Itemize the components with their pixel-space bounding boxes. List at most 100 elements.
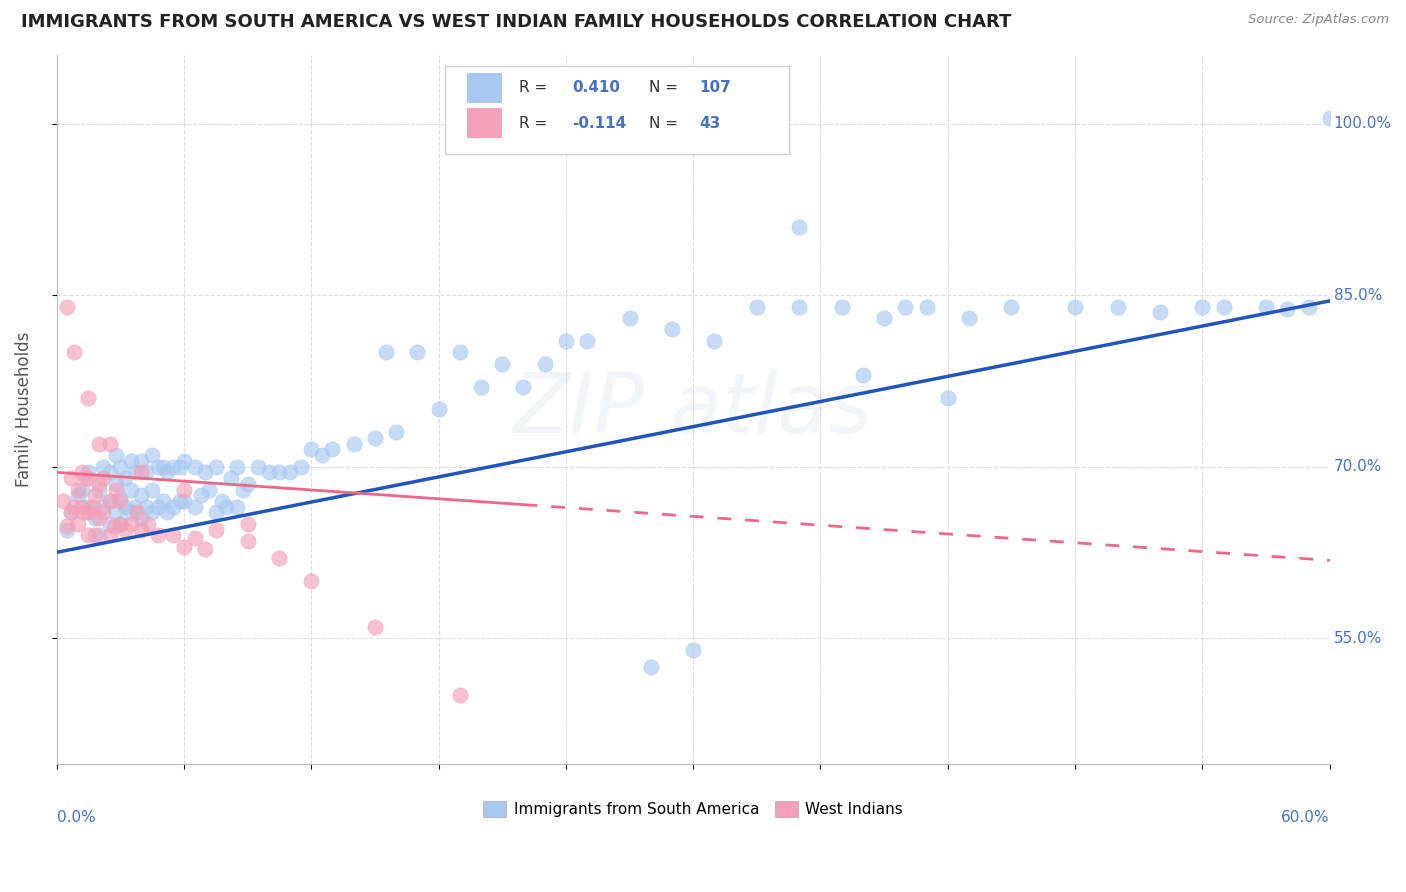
Point [83, 511, 105, 525]
Point [226, 459, 249, 474]
Text: 55.0%: 55.0% [1333, 631, 1382, 646]
Point [1319, 111, 1341, 125]
Y-axis label: Family Households: Family Households [15, 332, 32, 487]
Point [162, 500, 184, 514]
Point [87, 511, 110, 525]
Point [385, 425, 408, 440]
Point [183, 459, 205, 474]
Point [110, 516, 132, 531]
Point [364, 431, 387, 445]
Point [75, 471, 97, 485]
Point [554, 334, 576, 348]
Point [299, 442, 322, 457]
Point [83, 488, 105, 502]
Text: R =: R = [519, 80, 547, 95]
Point [141, 483, 163, 497]
Point [194, 541, 217, 556]
Point [787, 219, 810, 234]
Point [127, 505, 149, 519]
Text: 43: 43 [700, 116, 721, 130]
Point [873, 311, 896, 326]
Point [77, 391, 100, 405]
Point [661, 322, 683, 336]
Point [512, 379, 534, 393]
Point [98, 437, 121, 451]
Point [98, 494, 121, 508]
Point [183, 531, 205, 545]
Point [1064, 300, 1087, 314]
Point [406, 345, 429, 359]
Point [105, 448, 128, 462]
Point [1191, 300, 1213, 314]
Point [269, 551, 291, 566]
Point [60, 505, 83, 519]
Point [957, 311, 980, 326]
Point [745, 300, 768, 314]
Text: Source: ZipAtlas.com: Source: ZipAtlas.com [1249, 13, 1389, 27]
Point [98, 516, 121, 531]
Point [70, 483, 93, 497]
Point [131, 511, 153, 525]
Point [183, 500, 205, 514]
Point [110, 494, 132, 508]
Point [98, 466, 121, 480]
Point [236, 516, 259, 531]
Point [1298, 300, 1320, 314]
Point [152, 459, 174, 474]
Point [56, 300, 79, 314]
Text: N =: N = [648, 80, 678, 95]
Point [236, 533, 259, 548]
FancyBboxPatch shape [467, 108, 502, 138]
Point [533, 357, 555, 371]
Point [169, 459, 191, 474]
Point [87, 483, 110, 497]
Point [120, 505, 142, 519]
Point [204, 459, 226, 474]
Point [66, 483, 89, 497]
Point [70, 500, 93, 514]
Point [62, 345, 84, 359]
Point [136, 516, 159, 531]
Point [82, 500, 104, 514]
Point [62, 500, 84, 514]
Point [269, 466, 291, 480]
Point [576, 334, 599, 348]
Point [110, 491, 132, 505]
Point [364, 620, 387, 634]
Point [1107, 300, 1129, 314]
Point [449, 688, 471, 702]
Point [152, 494, 174, 508]
Text: 0.410: 0.410 [572, 80, 620, 95]
Point [682, 642, 704, 657]
Point [131, 523, 153, 537]
Point [215, 500, 238, 514]
Point [703, 334, 725, 348]
Text: 60.0%: 60.0% [1281, 810, 1330, 825]
Point [198, 483, 221, 497]
Point [236, 476, 259, 491]
Point [105, 476, 128, 491]
Point [156, 466, 179, 480]
Point [83, 528, 105, 542]
Point [135, 500, 157, 514]
Point [787, 300, 810, 314]
Point [103, 519, 125, 533]
Point [374, 345, 396, 359]
Point [135, 466, 157, 480]
Point [120, 516, 142, 531]
FancyBboxPatch shape [444, 66, 789, 154]
Point [219, 471, 242, 485]
Point [60, 505, 83, 519]
Point [915, 300, 938, 314]
Point [156, 505, 179, 519]
Point [141, 448, 163, 462]
Point [173, 454, 195, 468]
Point [110, 516, 132, 531]
Point [1254, 300, 1277, 314]
Point [640, 659, 662, 673]
Point [173, 494, 195, 508]
Point [66, 516, 89, 531]
Point [232, 483, 254, 497]
FancyBboxPatch shape [467, 73, 502, 103]
Point [1212, 300, 1234, 314]
